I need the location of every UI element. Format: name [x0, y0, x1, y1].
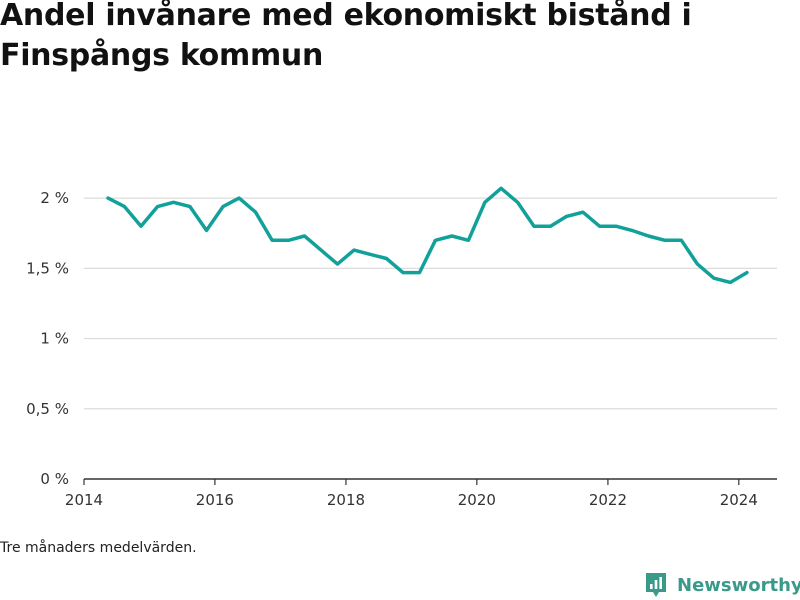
data-point: [205, 228, 209, 232]
data-point: [614, 224, 618, 228]
data-point: [466, 238, 470, 242]
data-point: [598, 224, 602, 228]
x-tick-label: 2014: [65, 491, 103, 509]
chart-title: Andel invånare med ekonomiskt bistånd i …: [0, 0, 692, 73]
data-point: [499, 186, 503, 190]
data-point: [712, 276, 716, 280]
data-point: [679, 238, 683, 242]
data-point: [352, 248, 356, 252]
data-point: [385, 257, 389, 261]
data-point: [581, 210, 585, 214]
newsworthy-logo-icon: [646, 573, 666, 597]
y-tick-label: 2 %: [40, 189, 69, 207]
data-point: [728, 280, 732, 284]
data-point: [549, 224, 553, 228]
y-tick-label: 0 %: [40, 470, 69, 488]
line-chart: 0 % 0,5 % 1 % 1,5 % 2 % 2014 2016 2018 2020 2022…: [26, 186, 777, 509]
x-tick-label: 2024: [720, 491, 758, 509]
data-point: [565, 214, 569, 218]
brand-name: Newsworthy: [677, 574, 800, 596]
data-point: [630, 228, 634, 232]
data-point: [450, 234, 454, 238]
x-axis: 2014 2016 2018 2020 2022 2024: [65, 478, 777, 509]
y-tick-label: 0,5 %: [26, 400, 69, 418]
data-point: [319, 248, 323, 252]
data-point: [139, 224, 143, 228]
data-point: [303, 234, 307, 238]
data-point: [237, 196, 241, 200]
data-point: [483, 200, 487, 204]
chart-footnote: Tre månaders medelvärden.: [0, 540, 197, 556]
y-tick-label: 1,5 %: [26, 259, 69, 277]
data-point: [254, 210, 258, 214]
x-tick-label: 2020: [458, 491, 496, 509]
x-tick-label: 2018: [327, 491, 365, 509]
data-point: [123, 205, 127, 209]
data-point: [433, 238, 437, 242]
data-point: [418, 271, 422, 275]
data-point: [516, 200, 520, 204]
series-line: [106, 186, 749, 285]
data-point: [532, 224, 536, 228]
data-point: [287, 238, 291, 242]
data-point: [401, 271, 405, 275]
data-point: [188, 205, 192, 209]
x-tick-label: 2022: [589, 491, 627, 509]
data-point: [663, 238, 667, 242]
data-point: [270, 238, 274, 242]
data-point: [368, 252, 372, 256]
brand-logo: Newsworthy: [644, 570, 800, 600]
data-point: [745, 271, 749, 275]
series-layer: [106, 186, 749, 285]
x-tick-label: 2016: [196, 491, 234, 509]
data-point: [221, 205, 225, 209]
data-point: [695, 262, 699, 266]
grid-lines: [84, 197, 777, 410]
data-point: [106, 196, 110, 200]
data-point: [172, 200, 176, 204]
data-point: [156, 205, 160, 209]
data-point: [646, 234, 650, 238]
y-axis-ticks: 0 % 0,5 % 1 % 1,5 % 2 %: [26, 189, 69, 488]
y-tick-label: 1 %: [40, 330, 69, 348]
data-point: [336, 262, 340, 266]
